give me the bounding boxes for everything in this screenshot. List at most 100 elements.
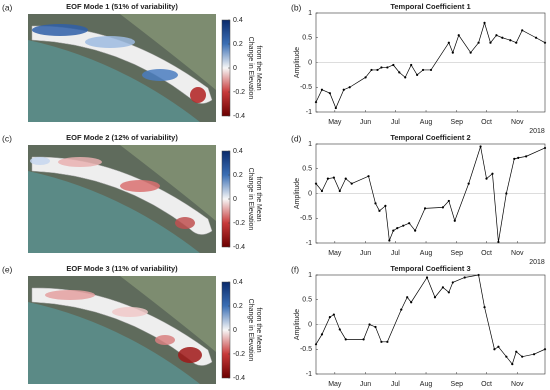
colorbar-tick-label: 0 xyxy=(233,65,237,72)
plot-frame xyxy=(315,12,546,113)
year-label: 2018 xyxy=(529,259,545,266)
map-water xyxy=(28,40,200,122)
colorbar-tick-label: -0.4 xyxy=(233,244,245,251)
y-tick-label: -0.5 xyxy=(300,346,312,353)
x-tick-label: Nov xyxy=(511,250,524,257)
data-point xyxy=(501,36,504,39)
panel-label: (f) xyxy=(291,264,299,274)
data-point xyxy=(392,229,395,232)
y-tick-label: -1 xyxy=(306,371,312,378)
colorbar-tick-label: 0.4 xyxy=(233,17,243,24)
data-point xyxy=(404,76,407,79)
map-title: EOF Mode 1 (51% of variability) xyxy=(66,2,178,11)
x-tick-label: Aug xyxy=(420,381,433,388)
data-point xyxy=(386,66,389,69)
data-point xyxy=(348,86,351,89)
plot-frame xyxy=(315,143,546,244)
colorbar-tick-label: 0.4 xyxy=(233,148,243,155)
colorbar-tick-label: 0.2 xyxy=(233,303,243,310)
y-tick-label: 1 xyxy=(308,10,312,17)
colorbar-label: from the Mean xyxy=(255,307,262,352)
panel-label: (b) xyxy=(291,2,302,12)
data-point xyxy=(505,192,508,195)
y-tick-label: -0.5 xyxy=(300,215,312,222)
beach-band xyxy=(31,156,213,235)
data-point xyxy=(326,177,329,180)
y-tick-label: -1 xyxy=(306,109,312,116)
data-point xyxy=(505,355,508,358)
colorbar-tick-label: 0.4 xyxy=(233,279,243,286)
data-point xyxy=(367,175,370,178)
colorbar-tick-label: -0.2 xyxy=(233,220,245,227)
y-axis-label: Amplitude xyxy=(294,47,301,78)
beach-band xyxy=(31,287,213,366)
data-point xyxy=(515,350,518,353)
eof-pattern xyxy=(175,217,195,229)
colorbar-tick-label: -0.4 xyxy=(233,113,245,120)
data-point xyxy=(515,41,518,44)
data-point xyxy=(451,281,454,284)
series-line xyxy=(315,274,546,365)
x-tick-label: May xyxy=(328,381,342,388)
data-point xyxy=(447,199,450,203)
y-tick-label: -1 xyxy=(306,240,312,247)
data-point xyxy=(364,76,367,79)
data-point xyxy=(374,325,377,329)
colorbar-label: Change in Elevation xyxy=(247,37,254,100)
colorbar-label: from the Mean xyxy=(255,45,262,90)
colorbar-tick-label: 0 xyxy=(233,196,237,203)
eof-pattern xyxy=(30,157,50,165)
plot-frame xyxy=(315,274,546,375)
x-tick-label: Nov xyxy=(511,119,524,126)
data-point xyxy=(374,202,377,205)
data-point xyxy=(380,340,383,343)
data-point xyxy=(332,313,335,316)
data-point xyxy=(491,172,494,175)
eof-pattern xyxy=(120,180,160,192)
data-point xyxy=(410,301,413,304)
x-tick-label: Aug xyxy=(420,119,433,126)
data-point xyxy=(447,41,450,44)
y-tick-label: 0.5 xyxy=(302,166,312,173)
data-point xyxy=(497,240,500,244)
data-point xyxy=(400,308,403,311)
map-water xyxy=(28,171,200,253)
data-point xyxy=(509,39,512,42)
data-point xyxy=(350,182,353,185)
y-tick-label: 1 xyxy=(308,141,312,148)
y-tick-label: 0 xyxy=(308,59,312,66)
map-land xyxy=(120,14,216,90)
y-tick-label: 0 xyxy=(308,190,312,197)
data-point xyxy=(378,209,381,212)
x-tick-label: Jul xyxy=(391,381,400,388)
data-point xyxy=(513,157,516,160)
y-tick-label: -0.5 xyxy=(300,84,312,91)
data-point xyxy=(362,338,365,341)
data-point xyxy=(408,222,411,225)
chart-title: Temporal Coefficient 3 xyxy=(390,264,470,273)
data-point xyxy=(334,106,337,110)
data-point xyxy=(485,177,488,180)
data-point xyxy=(483,306,486,309)
y-tick-label: 0 xyxy=(308,321,312,328)
data-point xyxy=(447,291,450,294)
map-land xyxy=(120,145,216,221)
data-point xyxy=(429,68,433,72)
map-title: EOF Mode 2 (12% of variability) xyxy=(66,133,178,142)
data-point xyxy=(344,338,347,341)
data-point xyxy=(511,363,514,366)
colorbar-label: Change in Elevation xyxy=(247,168,254,231)
data-point xyxy=(534,36,538,39)
data-point xyxy=(521,29,524,32)
colorbar-label: Change in Elevation xyxy=(247,299,254,362)
x-tick-label: Oct xyxy=(481,250,492,257)
x-tick-label: Sep xyxy=(451,381,464,388)
data-point xyxy=(467,182,470,185)
data-point xyxy=(342,88,345,91)
colorbar-tick-label: 0.2 xyxy=(233,41,243,48)
y-tick-label: 0.5 xyxy=(302,35,312,42)
panel-label: (a) xyxy=(2,2,13,12)
data-point xyxy=(338,189,341,193)
data-point xyxy=(388,239,391,242)
